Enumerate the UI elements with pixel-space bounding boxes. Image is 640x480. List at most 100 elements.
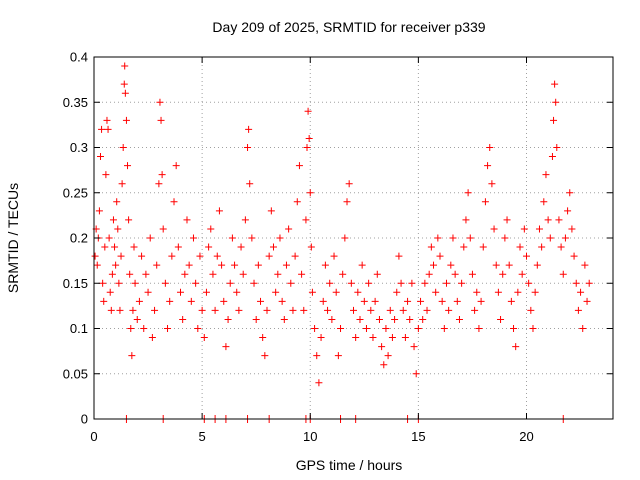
data-point [311,325,319,332]
data-point [198,306,206,314]
data-point [119,144,127,151]
data-point [140,325,148,332]
data-point [263,306,271,314]
data-point [298,270,306,278]
data-point [194,325,202,332]
data-point [397,279,405,287]
data-point [442,279,450,287]
y-tick-label: 0.05 [63,366,88,381]
data-point [209,270,217,278]
data-point [453,297,461,305]
data-point [302,216,310,224]
data-point [237,243,245,251]
data-point [293,198,301,206]
data-point [343,198,351,206]
data-point [317,334,325,342]
data-point [548,153,556,161]
data-point [434,234,442,242]
data-point [172,162,180,170]
data-point [185,261,193,269]
data-point [117,252,125,260]
data-point [557,243,565,251]
data-point [486,144,494,151]
data-point [202,288,210,296]
data-point [386,306,394,314]
data-point [382,325,390,332]
data-point [399,306,407,314]
data-point [285,225,293,233]
data-point [492,261,500,269]
data-point [345,180,353,188]
data-point [125,216,133,224]
data-point [218,261,226,269]
data-point [244,144,252,151]
data-point [148,334,156,342]
data-point [112,261,120,269]
data-point [369,334,377,342]
data-point [328,315,336,323]
data-point [261,352,269,360]
data-point [95,207,103,215]
data-point [287,279,295,287]
data-point [196,252,204,260]
data-point [144,288,152,296]
data-point [151,306,159,314]
data-point [231,261,239,269]
data-point [278,297,286,305]
data-point [211,306,219,314]
data-point [313,352,321,360]
data-point [432,288,440,296]
data-point [157,116,165,124]
data-point [460,243,468,251]
data-point [559,270,567,278]
data-point [274,270,282,278]
data-point [507,297,515,305]
data-point [542,171,550,179]
data-point [365,279,373,287]
data-point [401,334,409,342]
data-point [468,270,476,278]
data-series [91,62,593,387]
data-point [404,297,412,305]
data-point [550,116,558,124]
data-point [350,306,357,314]
data-point [501,234,509,242]
y-tick-label: 0.1 [70,321,88,336]
data-point [200,334,208,342]
data-point [174,243,182,251]
data-point [414,325,422,332]
data-point [373,270,381,278]
data-point [505,261,513,269]
data-point [250,279,258,287]
data-point [257,297,265,305]
data-point [529,325,537,332]
data-point [440,325,448,332]
axes: 0 0.05 0.1 0.15 0.2 0.25 0.3 0.35 0.4 0 5 10 15 20 [63,50,614,444]
data-point [464,189,472,197]
y-tick-label: 0.4 [70,50,88,65]
data-point [129,306,137,314]
y-tick-label: 0.25 [63,185,88,200]
data-point [447,261,455,269]
data-point [166,297,174,305]
data-point [339,270,347,278]
data-point [101,243,109,251]
data-point [98,125,106,133]
data-point [332,288,340,296]
data-point [512,343,520,351]
data-point [315,379,323,387]
x-axis-label: GPS time / hours [296,457,403,473]
data-point [367,306,375,314]
data-point [552,98,560,106]
data-point [267,207,275,215]
data-point [484,162,492,170]
data-point [96,153,104,161]
data-point [153,261,161,269]
data-point [555,216,563,224]
data-point [395,252,403,260]
data-point [300,306,308,314]
data-point [303,144,311,151]
data-point [156,98,164,106]
